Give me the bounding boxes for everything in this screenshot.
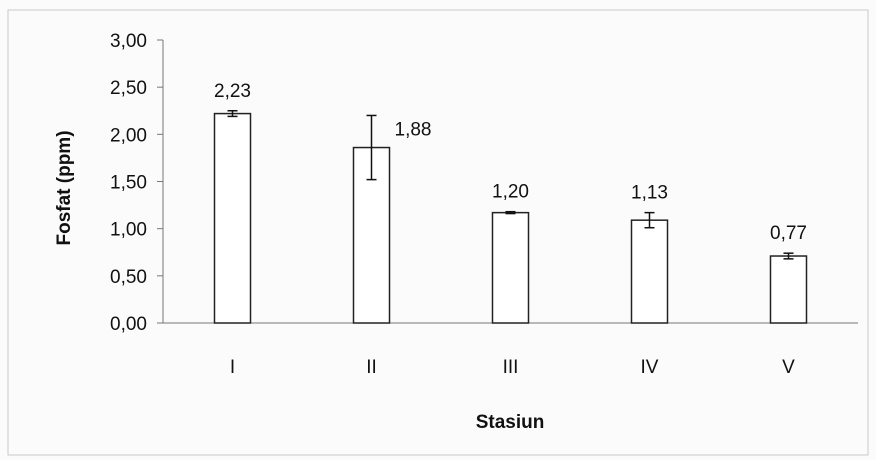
data-label: 2,23 — [214, 81, 251, 102]
y-tick-label: 0,00 — [110, 314, 147, 335]
data-label: 1,13 — [631, 183, 668, 204]
bar — [491, 211, 530, 324]
y-tick-label: 3,00 — [110, 31, 147, 52]
x-tick-label: III — [503, 357, 519, 378]
x-axis-title: Stasiun — [476, 412, 545, 433]
data-label: 0,77 — [770, 223, 807, 244]
bar — [769, 255, 808, 324]
chart-border — [7, 9, 869, 456]
labels: 2,23 I 1,88 II 1,20 III 1,13 IV 0,77 V — [214, 81, 807, 378]
x-tick-label: I — [230, 357, 235, 378]
bars — [213, 110, 808, 324]
y-axis-title: Fosfat (ppm) — [54, 130, 75, 245]
bar — [213, 112, 252, 324]
data-label: 1,20 — [492, 182, 529, 203]
y-tick-label: 0,50 — [110, 267, 147, 288]
y-tick-label: 1,00 — [110, 220, 147, 241]
y-tick-label: 1,50 — [110, 173, 147, 194]
x-tick-label: IV — [641, 357, 659, 378]
x-tick-label: V — [782, 357, 795, 378]
bar — [630, 219, 669, 324]
y-tick-label: 2,50 — [110, 78, 147, 99]
x-tick-label: II — [366, 357, 377, 378]
data-label: 1,88 — [395, 119, 432, 140]
y-tick-label: 2,00 — [110, 125, 147, 146]
